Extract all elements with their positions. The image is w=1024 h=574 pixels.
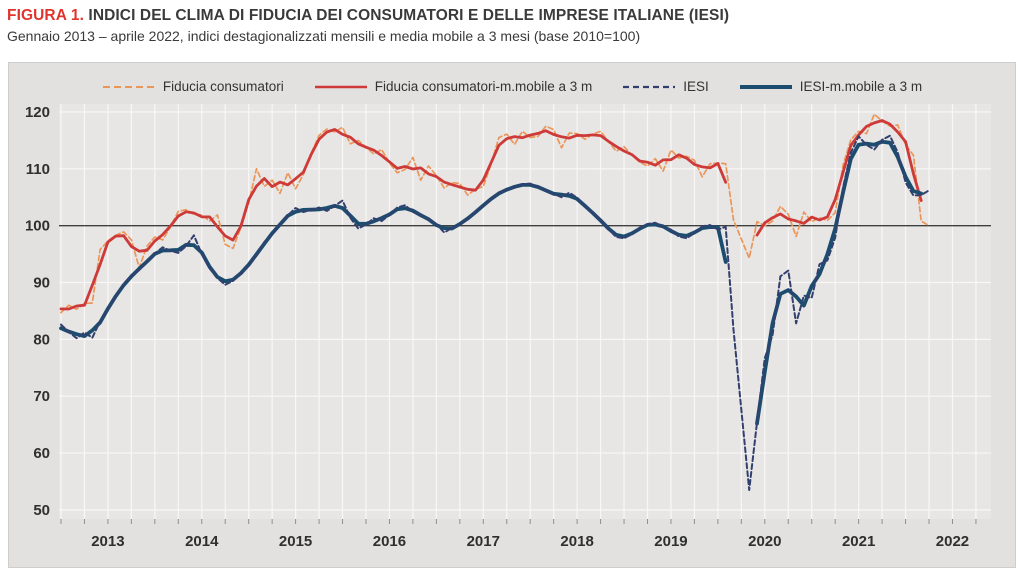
legend-label: Fiducia consumatori-m.mobile a 3 m	[374, 79, 593, 94]
legend-label: IESI-m.mobile a 3 m	[799, 79, 923, 94]
y-axis-label: 110	[26, 161, 50, 178]
series-fiducia-consumatori-mm3	[59, 119, 923, 311]
series-iesi	[60, 134, 930, 491]
x-axis-label: 2022	[936, 533, 969, 550]
y-axis-label: 60	[33, 445, 50, 462]
figure-title: FIGURA 1. INDICI DEL CLIMA DI FIDUCIA DE…	[7, 6, 1017, 25]
x-axis-label: 2018	[560, 533, 593, 550]
legend-item-1: Fiducia consumatori-m.mobile a 3 m	[314, 79, 593, 94]
figure-title-text: INDICI DEL CLIMA DI FIDUCIA DEI CONSUMAT…	[88, 7, 730, 24]
x-axis-label: 2020	[748, 533, 781, 550]
x-axis-label: 2017	[467, 533, 500, 550]
legend-line-swatch-icon	[623, 85, 676, 88]
y-axis-label: 80	[33, 331, 50, 348]
legend-item-3: IESI-m.mobile a 3 m	[739, 79, 922, 94]
x-axis-label: 2021	[842, 533, 875, 550]
legend-label: IESI	[683, 79, 709, 94]
legend-line-swatch-icon	[314, 85, 367, 88]
figure-label: FIGURA 1.	[7, 7, 84, 24]
chart-canvas: 50 60 70 80 90 100 110 120 2013 2014 2015 2016 2017 2…	[25, 104, 991, 550]
chart-box: Fiducia consumatori Fiducia consumatori-m…	[8, 62, 1016, 568]
x-axis-label: 2019	[654, 533, 687, 550]
legend-line-swatch-icon	[739, 84, 792, 89]
y-axis-label: 50	[33, 502, 50, 519]
x-axis-label: 2016	[373, 533, 406, 550]
chart-legend: Fiducia consumatori Fiducia consumatori-m…	[9, 79, 1015, 94]
x-axis-label: 2014	[185, 533, 219, 550]
y-axis-label: 90	[33, 274, 50, 291]
legend-label: Fiducia consumatori	[162, 79, 284, 94]
y-axis-label: 70	[33, 388, 50, 405]
legend-item-0: Fiducia consumatori	[102, 79, 284, 94]
legend-line-swatch-icon	[102, 85, 155, 88]
legend-item-2: IESI	[622, 79, 709, 94]
figure-header: FIGURA 1. INDICI DEL CLIMA DI FIDUCIA DE…	[7, 6, 1017, 44]
x-axis-label: 2015	[279, 533, 312, 550]
x-axis-label: 2013	[91, 533, 124, 550]
y-axis-label: 120	[25, 104, 50, 121]
y-axis-label: 100	[25, 218, 50, 235]
figure-subtitle: Gennaio 2013 – aprile 2022, indici desta…	[7, 28, 641, 45]
